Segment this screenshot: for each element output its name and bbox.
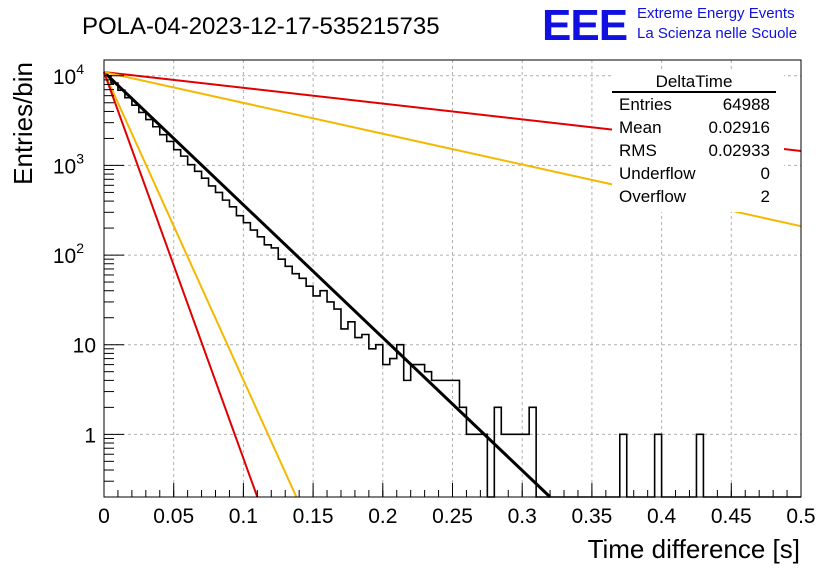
y-tick-labels: 1 10 102 103 104 xyxy=(53,61,96,448)
x-tick-labels: 0 0.05 0.1 0.15 0.2 0.25 0.3 0.35 0.4 0.45 0.5 xyxy=(98,505,815,528)
axis-ticks xyxy=(103,75,802,498)
stats-value-entries: 64988 xyxy=(723,95,770,114)
stats-title: DeltaTime xyxy=(656,72,733,91)
x-tick-label: 0.1 xyxy=(229,505,258,528)
x-tick-label: 0.05 xyxy=(153,505,194,528)
fit-line-1 xyxy=(102,70,552,499)
x-tick-label: 0.5 xyxy=(786,505,815,528)
stats-label-mean: Mean xyxy=(619,118,662,137)
eee-logo: EEE Extreme Energy Events La Scienza nel… xyxy=(542,1,797,50)
eee-logo-text: EEE xyxy=(542,1,627,50)
y-tick-label: 103 xyxy=(53,150,84,178)
stats-box-background xyxy=(612,70,784,212)
stats-label-rms: RMS xyxy=(619,141,657,160)
x-tick-label: 0.25 xyxy=(432,505,473,528)
stats-label-overflow: Overflow xyxy=(619,187,687,206)
fit-line-5 xyxy=(103,71,259,498)
stats-value-mean: 0.02916 xyxy=(709,118,770,137)
stats-label-underflow: Underflow xyxy=(619,164,696,183)
logo-subtitle-line1: Extreme Energy Events xyxy=(637,5,795,22)
stats-label-entries: Entries xyxy=(619,95,672,114)
x-tick-label: 0.4 xyxy=(647,505,677,528)
x-tick-label: 0.15 xyxy=(293,505,334,528)
chart-title: POLA-04-2023-12-17-535215735 xyxy=(82,13,440,40)
x-tick-label: 0.45 xyxy=(711,505,752,528)
y-tick-label: 104 xyxy=(53,61,84,89)
x-tick-label: 0 xyxy=(98,505,110,528)
x-axis-label: Time difference [s] xyxy=(588,534,800,564)
x-tick-label: 0.3 xyxy=(508,505,537,528)
y-tick-label: 10 xyxy=(73,335,96,358)
fit-line-4 xyxy=(103,71,298,498)
x-tick-label: 0.2 xyxy=(368,505,397,528)
stats-value-rms: 0.02933 xyxy=(709,141,770,160)
x-tick-label: 0.35 xyxy=(571,505,612,528)
stats-value-underflow: 0 xyxy=(761,164,770,183)
y-axis-label: Entries/bin xyxy=(8,62,38,185)
y-tick-label: 102 xyxy=(53,240,84,268)
stats-box: DeltaTime Entries 64988 Mean 0.02916 RMS 0.02… xyxy=(612,70,784,212)
y-tick-label: 1 xyxy=(84,424,96,447)
logo-subtitle-line2: La Scienza nelle Scuole xyxy=(637,25,797,42)
stats-value-overflow: 2 xyxy=(761,187,770,206)
